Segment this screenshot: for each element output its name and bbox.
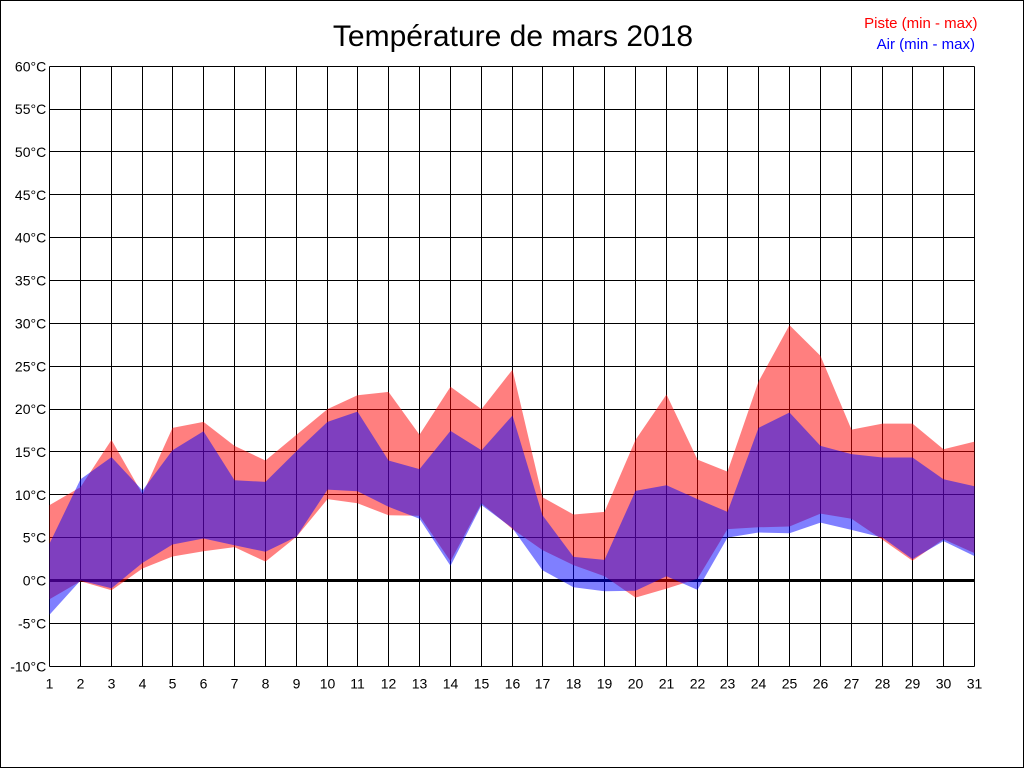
svg-text:2: 2 <box>77 676 85 692</box>
svg-text:11: 11 <box>350 676 365 692</box>
svg-text:35°C: 35°C <box>15 273 46 289</box>
svg-text:10°C: 10°C <box>15 487 46 503</box>
svg-text:Température de mars 2018: Température de mars 2018 <box>333 20 693 53</box>
svg-text:10: 10 <box>320 676 336 692</box>
svg-text:7: 7 <box>231 676 239 692</box>
svg-text:9: 9 <box>293 676 301 692</box>
svg-text:0°C: 0°C <box>23 573 47 589</box>
svg-text:-5°C: -5°C <box>18 615 46 631</box>
svg-text:24: 24 <box>751 676 767 692</box>
svg-text:8: 8 <box>262 676 270 692</box>
svg-text:Piste (min - max): Piste (min - max) <box>864 15 977 32</box>
svg-text:26: 26 <box>813 676 829 692</box>
svg-text:23: 23 <box>720 676 736 692</box>
svg-text:5°C: 5°C <box>23 530 47 546</box>
svg-text:17: 17 <box>535 676 551 692</box>
svg-text:4: 4 <box>139 676 147 692</box>
svg-text:21: 21 <box>659 676 675 692</box>
svg-text:45°C: 45°C <box>15 187 46 203</box>
svg-text:19: 19 <box>597 676 613 692</box>
svg-text:13: 13 <box>412 676 428 692</box>
svg-text:40°C: 40°C <box>15 230 46 246</box>
svg-text:3: 3 <box>108 676 116 692</box>
svg-text:60°C: 60°C <box>15 58 46 74</box>
svg-text:27: 27 <box>844 676 860 692</box>
svg-text:Air (min - max): Air (min - max) <box>877 36 975 53</box>
svg-text:20: 20 <box>628 676 644 692</box>
svg-text:25: 25 <box>782 676 798 692</box>
svg-text:16: 16 <box>505 676 521 692</box>
svg-text:22: 22 <box>690 676 706 692</box>
svg-text:1: 1 <box>46 676 54 692</box>
svg-text:30°C: 30°C <box>15 315 46 331</box>
svg-text:6: 6 <box>200 676 208 692</box>
svg-text:31: 31 <box>967 676 983 692</box>
svg-text:15°C: 15°C <box>15 444 46 460</box>
svg-text:30: 30 <box>936 676 952 692</box>
svg-text:15: 15 <box>474 676 490 692</box>
svg-text:50°C: 50°C <box>15 144 46 160</box>
svg-text:12: 12 <box>381 676 397 692</box>
svg-text:18: 18 <box>566 676 582 692</box>
svg-text:25°C: 25°C <box>15 358 46 374</box>
svg-text:55°C: 55°C <box>15 101 46 117</box>
svg-text:20°C: 20°C <box>15 401 46 417</box>
svg-text:29: 29 <box>905 676 921 692</box>
svg-text:-10°C: -10°C <box>10 658 46 674</box>
svg-text:28: 28 <box>875 676 891 692</box>
svg-text:5: 5 <box>169 676 177 692</box>
svg-text:14: 14 <box>443 676 459 692</box>
